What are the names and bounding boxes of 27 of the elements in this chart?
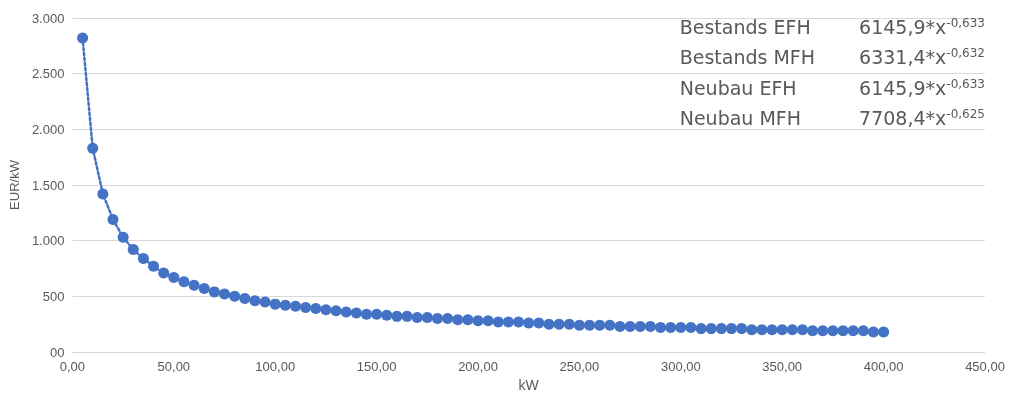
annotation: 6145,9*x$^{-0,633}$ bbox=[859, 76, 985, 99]
x-tick-label: 100,00 bbox=[255, 359, 296, 374]
annotation: Bestands MFH bbox=[679, 46, 816, 69]
y-tick-label: 00 bbox=[49, 344, 65, 360]
y-tick-label: 2.000 bbox=[31, 121, 65, 137]
annotation: 6145,9*x$^{-0,633}$ bbox=[859, 16, 985, 39]
x-tick-label: 250,00 bbox=[559, 359, 600, 374]
y-tick-label: 1.500 bbox=[31, 177, 65, 193]
annotation: 7708,4*x$^{-0,625}$ bbox=[859, 106, 985, 130]
annotation: Neubau MFH bbox=[679, 106, 803, 130]
y-tick-label: 3.000 bbox=[31, 10, 65, 26]
x-tick-label: 0,00 bbox=[59, 359, 86, 374]
y-axis-title: EUR/kW bbox=[7, 159, 22, 210]
annotation: Bestands EFH bbox=[679, 16, 812, 39]
y-tick-label: 500 bbox=[42, 288, 65, 304]
x-tick-label: 400,00 bbox=[863, 359, 904, 374]
x-tick-label: 300,00 bbox=[660, 359, 701, 374]
x-tick-label: 450,00 bbox=[965, 359, 1005, 374]
annotation: Neubau EFH bbox=[679, 76, 798, 99]
y-tick-label: 1.000 bbox=[31, 233, 65, 249]
x-tick-label: 350,00 bbox=[762, 359, 803, 374]
x-tick-label: 50,00 bbox=[157, 359, 191, 374]
y-tick-label: 2.500 bbox=[31, 66, 65, 82]
x-tick-label: 200,00 bbox=[458, 359, 498, 374]
x-tick-label: 150,00 bbox=[356, 359, 397, 374]
x-axis-title: kW bbox=[518, 376, 540, 393]
annotation: 6331,4*x$^{-0,632}$ bbox=[859, 46, 985, 69]
